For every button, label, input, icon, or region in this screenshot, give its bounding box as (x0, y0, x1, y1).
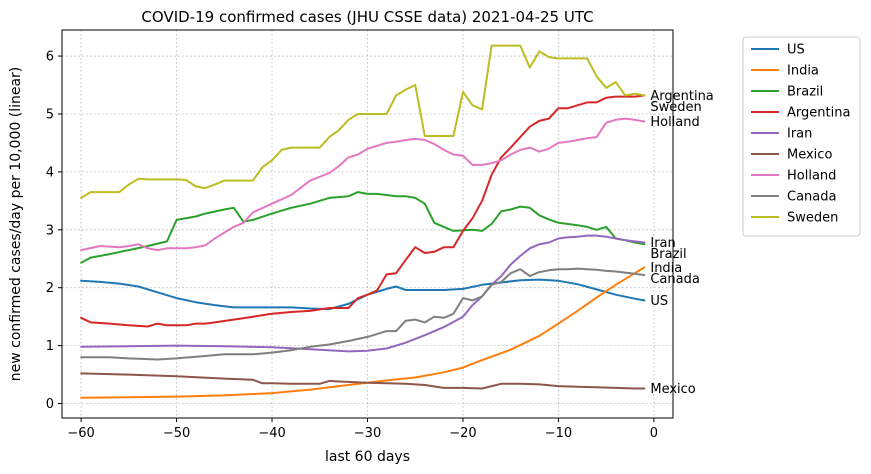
series-line-argentina (80, 94, 646, 328)
legend-label-india: India (787, 64, 819, 79)
x-tick-label: 0 (650, 426, 658, 441)
y-tick-label: 1 (46, 339, 54, 354)
x-axis-title: last 60 days (325, 449, 410, 465)
series-line-iran (80, 234, 646, 353)
legend-label-us: US (787, 43, 805, 58)
y-tick-label: 5 (46, 107, 54, 122)
legend-label-sweden: Sweden (787, 211, 838, 226)
y-tick-label: 0 (46, 397, 54, 412)
end-label-us: US (650, 294, 668, 309)
series-line-brazil (80, 191, 646, 264)
x-tick-label: −50 (163, 426, 190, 441)
end-label-holland: Holland (650, 115, 699, 130)
series-line-india (80, 266, 646, 399)
end-label-argentina: Argentina (650, 89, 713, 104)
chart-legend: US India Brazil Argentina Iran Mexico Holland C… (742, 36, 861, 237)
series-layer (80, 44, 646, 399)
legend-label-brazil: Brazil (787, 85, 823, 100)
series-line-mexico (80, 372, 646, 390)
end-label-sweden: Sweden (650, 100, 701, 115)
legend-label-holland: Holland (787, 169, 836, 184)
y-tick-label: 6 (46, 50, 54, 65)
x-tick-label: −40 (258, 426, 285, 441)
series-line-canada (80, 267, 646, 361)
series-line-holland (80, 117, 646, 252)
legend-box (742, 36, 861, 237)
x-tick-label: −10 (545, 426, 572, 441)
y-tick-label: 4 (46, 165, 54, 180)
grid-lines (62, 30, 673, 418)
y-tick-label: 2 (46, 281, 54, 296)
legend-label-iran: Iran (787, 127, 812, 142)
legend-label-argentina: Argentina (787, 106, 850, 121)
end-label-mexico: Mexico (650, 382, 695, 397)
legend-label-canada: Canada (787, 190, 836, 205)
y-tick-label: 3 (46, 223, 54, 238)
end-label-iran: Iran (650, 236, 675, 251)
end-label-india: India (650, 261, 682, 276)
end-label-canada: Canada (650, 272, 699, 287)
x-axis: −60 −50 −40 −30 −20 −10 0 (67, 418, 658, 441)
x-tick-label: −20 (449, 426, 476, 441)
end-label-brazil: Brazil (650, 247, 686, 262)
y-axis: 0 1 2 3 4 5 6 (46, 50, 62, 412)
x-tick-label: −60 (67, 426, 94, 441)
series-line-sweden (80, 44, 646, 199)
chart-title: COVID-19 confirmed cases (JHU CSSE data)… (141, 8, 593, 26)
legend-label-mexico: Mexico (787, 148, 832, 163)
series-line-us (80, 278, 646, 311)
x-tick-label: −30 (354, 426, 381, 441)
y-axis-title: new confirmed cases/day per 10,000 (line… (8, 67, 24, 382)
